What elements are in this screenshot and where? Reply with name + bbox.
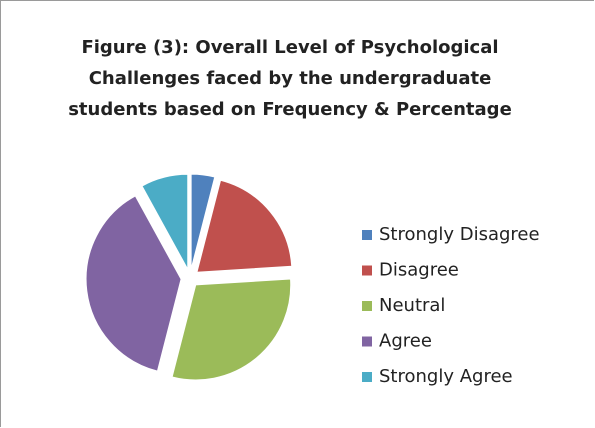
legend-label: Strongly Agree [379, 366, 513, 387]
pie-slice [171, 278, 292, 381]
legend-swatch [362, 336, 372, 347]
legend-swatch [362, 372, 372, 382]
pie-slice [190, 173, 216, 270]
legend-label: Strongly Disagree [379, 224, 540, 245]
pie-slice [141, 173, 189, 270]
legend-swatch [362, 301, 372, 311]
chart-title: Figure (3): Overall Level of Psychologic… [68, 37, 512, 120]
legend-label: Disagree [379, 260, 459, 281]
pie-slice [196, 179, 293, 273]
legend-label: Neutral [379, 295, 445, 316]
legend-swatch [362, 230, 372, 240]
legend-label: Agree [379, 331, 432, 352]
pie-slice [85, 195, 182, 372]
legend-swatch [362, 265, 372, 276]
